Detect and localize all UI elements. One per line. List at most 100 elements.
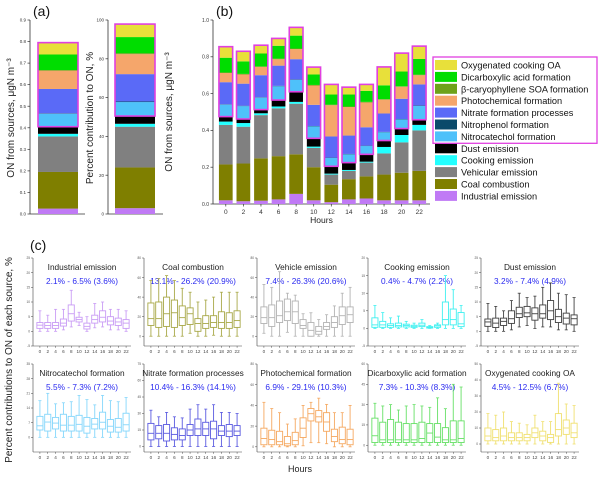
c-y-tick-label: 21 [26,392,30,396]
b-bar-highlight-box [218,45,234,118]
c-y-tick-label: 0 [476,330,478,334]
c-box [449,308,457,326]
c-box [562,419,570,435]
c-x-tick-label: 20 [340,349,346,354]
c-y-tick-label: 45 [137,395,141,399]
c-x-tick-label: 14 [316,455,322,460]
c-box [268,429,276,446]
c-x-tick-label: 18 [219,455,225,460]
b-bar-segment [218,200,233,204]
c-y-tick-label: 60 [250,276,254,280]
c-box [441,301,449,326]
c-x-tick-label: 4 [502,349,505,354]
a2-bar-segment [115,101,155,103]
c-box [570,314,578,326]
c-box [59,413,67,432]
b-bar-segment [254,66,268,76]
c-box [44,413,52,432]
b-bar-segment [218,121,233,125]
c-x-tick-label: 4 [502,455,505,460]
c-x-tick-label: 8 [181,455,184,460]
c-y-tick-label: 0 [139,334,141,338]
c-box [507,432,515,442]
c-box [346,428,354,446]
b-bar-segment [236,74,251,84]
b-bar-segment [236,73,251,75]
b-bar-segment [218,164,233,201]
c-x-tick-label: 8 [405,455,408,460]
b-bar-segment [289,103,303,155]
b-bar-segment [359,146,374,155]
c-x-tick-label: 2 [381,455,384,460]
c-y-tick-label: 10 [361,291,365,295]
c-y-tick-label: 0 [28,330,30,334]
c-box [515,306,523,318]
c-x-tick-label: 16 [211,349,217,354]
c-x-tick-label: 18 [556,349,562,354]
panel-b-diurnal: (b) 0.0 0.2 0.4 0.6 0.8 1.0 ON from sources, μg… [164,3,430,225]
c-x-tick-label: 12 [308,455,314,460]
c-box [307,408,315,422]
c-box [59,318,67,327]
b-bar-segment [359,101,374,103]
b-bar-highlight-box [411,45,427,121]
b-bar-segment [289,154,303,194]
b-x-tick-label: 20 [398,209,406,216]
b-bar-segment [254,66,268,67]
b-bar-segment [306,146,321,148]
b-bar-segment [359,161,374,163]
c-x-tick-label: 16 [100,455,106,460]
b-bar-segment [324,84,339,95]
c-x-tick-label: 14 [540,455,546,460]
b-bar-segment [271,100,286,107]
a1-bar-segment [38,126,78,134]
c-y-tick-label: 15 [474,286,478,290]
c-box [547,300,555,321]
c-box [194,318,202,332]
c-x-tick-label: 14 [540,349,546,354]
b-bar-segment [306,74,321,85]
c-x-tick-label: 12 [532,455,538,460]
b-bar-segment [271,108,286,157]
a1-bar-segment [38,136,78,172]
c-box [36,415,44,431]
c-x-tick-label: 20 [564,349,570,354]
c-box [484,427,492,442]
b-bar-segment [289,49,303,60]
b-bar-segment [359,198,374,204]
b-bar-segment [271,86,286,101]
b-bar-segment [306,167,321,201]
c-x-tick-label: 8 [405,349,408,354]
a2-bar-segment [115,53,155,55]
c-box [492,429,500,442]
c-x-tick-label: 22 [572,455,578,460]
c-x-tick-label: 10 [301,455,307,460]
c-box [210,420,218,440]
c-x-tick-label: 20 [451,349,457,354]
c-x-tick-label: 12 [308,349,314,354]
c-box [75,414,83,432]
b-bar-segment [394,200,409,204]
b-bar-segment [289,101,303,104]
c-y-tick-label: 25 [474,256,478,260]
b-bar-segment [218,124,233,165]
c-y-tick-label: 30 [361,403,365,407]
c-y-tick-label: 0 [139,445,141,449]
legend-swatch [435,60,457,70]
c-box [217,425,225,436]
a1-y-axis-title: ON from sources, μgN m⁻³ [6,58,17,178]
c-x-tick-label: 14 [203,349,209,354]
a1-y-tick-label: 0.5 [20,104,27,109]
a1-bar-highlight-box [37,41,79,128]
c-x-tick-label: 14 [92,349,98,354]
b-bar-segment [412,170,427,201]
c-box [323,322,331,330]
b-bar-segment [412,75,427,85]
b-x-tick-label: 18 [380,209,388,216]
c-box [449,420,457,443]
b-bar-segment [394,86,409,99]
b-bar-segment [254,113,268,116]
c-x-tick-label: 6 [510,455,513,460]
